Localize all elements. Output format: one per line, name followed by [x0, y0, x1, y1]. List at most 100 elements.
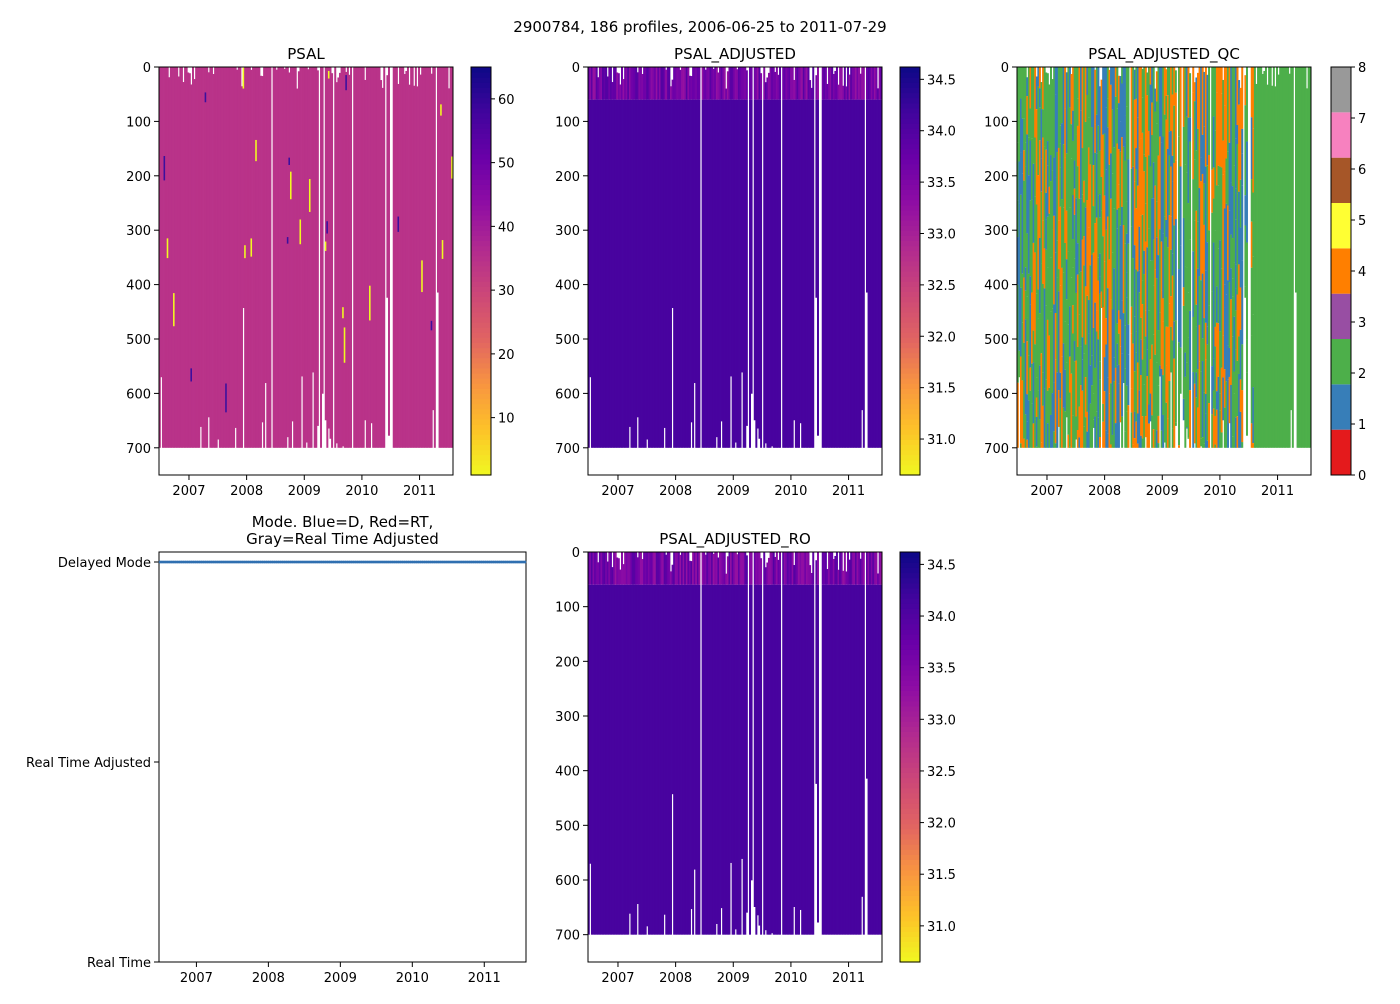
- psal_adjusted_ro-colorbar-step: [900, 603, 920, 609]
- psal_adjusted_ro-colorbar-step: [900, 701, 920, 707]
- psal_adjusted-colorbar-step: [900, 195, 920, 201]
- psal_adjusted_ro-colorbar-step: [900, 608, 920, 614]
- psal_adjusted_ro-colorbar-step: [900, 778, 920, 784]
- psal_adjusted_qc-profile-segment: [1175, 70, 1177, 92]
- psal_adjusted_ro-colorbar-step: [900, 731, 920, 737]
- psal_adjusted-colorbar-step: [900, 179, 920, 185]
- psal_adjusted_ro-colorbar-step: [900, 865, 920, 871]
- psal_adjusted_qc-profile-segment: [1180, 246, 1182, 348]
- psal_adjusted_qc-colorbar-label: 1: [1358, 418, 1366, 433]
- psal_adjusted-profile: [746, 100, 748, 426]
- psal_adjusted-colorbar-step: [900, 276, 920, 282]
- psal_adjusted_qc-xtick-label: 2009: [1146, 484, 1179, 499]
- psal-colorbar-step: [471, 251, 491, 257]
- psal_adjusted_ro-colorbar-step: [900, 819, 920, 825]
- psal_adjusted_ro-colorbar-step: [900, 921, 920, 927]
- psal-colorbar-step: [471, 93, 491, 99]
- psal_adjusted-colorbar-step: [900, 189, 920, 195]
- psal_adjusted-ytick-label: 300: [555, 224, 580, 239]
- psal_adjusted_ro-colorbar-step: [900, 931, 920, 937]
- psal_adjusted_qc-profile-segment: [1241, 153, 1243, 185]
- psal_adjusted_ro-colorbar-step: [900, 906, 920, 912]
- psal_adjusted-colorbar-step: [900, 184, 920, 190]
- psal_adjusted_ro-colorbar-label: 34.5: [927, 558, 956, 573]
- psal_adjusted-colorbar-label: 34.5: [927, 73, 956, 88]
- psal_adjusted-colorbar-step: [900, 358, 920, 364]
- psal_adjusted-colorbar-step: [900, 353, 920, 359]
- psal_adjusted_ro-colorbar-step: [900, 824, 920, 830]
- psal_adjusted-colorbar-step: [900, 460, 920, 466]
- psal_adjusted-colorbar-step: [900, 419, 920, 425]
- psal_adjusted_ro-colorbar-label: 32.5: [927, 765, 956, 780]
- psal_adjusted-colorbar-label: 34.0: [927, 125, 956, 140]
- psal-colorbar-step: [471, 291, 491, 297]
- psal_adjusted-colorbar-step: [900, 393, 920, 399]
- psal_adjusted_qc-colorbar-label: 2: [1358, 367, 1366, 382]
- psal-colorbar-step: [471, 317, 491, 323]
- psal-colorbar-step: [471, 404, 491, 410]
- psal-profile: [269, 67, 271, 448]
- psal-colorbar-step: [471, 378, 491, 384]
- psal_adjusted-colorbar-step: [900, 399, 920, 405]
- psal_adjusted-profile-surface: [812, 67, 814, 100]
- psal_adjusted_qc-profile-segment: [1189, 73, 1191, 117]
- psal_adjusted_ro-colorbar-step: [900, 706, 920, 712]
- psal_adjusted-colorbar-step: [900, 87, 920, 93]
- psal_adjusted_ro-colorbar-step: [900, 772, 920, 778]
- psal_adjusted_qc-profile-segment: [1121, 417, 1123, 448]
- psal_adjusted-colorbar-step: [900, 240, 920, 246]
- psal-colorbar-step: [471, 450, 491, 456]
- psal_adjusted_qc-profile-segment: [1169, 381, 1171, 448]
- psal_adjusted_qc-ytick-label: 100: [984, 115, 1009, 130]
- psal_adjusted_ro-colorbar-step: [900, 875, 920, 881]
- psal_adjusted_qc-profile-segment: [1241, 67, 1243, 129]
- psal-colorbar-step: [471, 169, 491, 175]
- psal_adjusted-colorbar-step: [900, 388, 920, 394]
- psal_adjusted_qc-profile-segment: [1208, 306, 1210, 403]
- psal-colorbar-step: [471, 393, 491, 399]
- mode-ytick-label: Delayed Mode: [58, 556, 151, 571]
- psal_adjusted_qc-profile-segment: [1241, 129, 1243, 153]
- psal_adjusted_ro-colorbar-step: [900, 747, 920, 753]
- psal_adjusted_qc-ytick-label: 700: [984, 442, 1009, 457]
- psal-colorbar-step: [471, 240, 491, 246]
- psal_adjusted_ro-colorbar-step: [900, 829, 920, 835]
- psal_adjusted_ro-colorbar-step: [900, 726, 920, 732]
- psal_adjusted-profile: [817, 100, 819, 436]
- psal_adjusted-colorbar-step: [900, 363, 920, 369]
- psal_adjusted_ro-colorbar-step: [900, 952, 920, 958]
- psal-colorbar-step: [471, 200, 491, 206]
- psal_adjusted_ro-xtick-label: 2010: [774, 971, 807, 986]
- psal_adjusted_qc-colorbar-label: 6: [1358, 163, 1366, 178]
- psal_adjusted-xtick-label: 2010: [774, 484, 807, 499]
- psal_adjusted_ro-colorbar-step: [900, 660, 920, 666]
- psal_adjusted_ro-profile: [760, 585, 762, 935]
- psal_adjusted_qc-colorbar-label: 0: [1358, 469, 1366, 484]
- mode-xtick-label: 2008: [252, 971, 285, 986]
- psal_adjusted-profile-surface: [698, 67, 700, 100]
- psal_adjusted-xtick-label: 2009: [717, 484, 750, 499]
- psal_adjusted-xtick-label: 2011: [832, 484, 865, 499]
- psal_adjusted-colorbar-label: 32.5: [927, 279, 956, 294]
- psal-colorbar-step: [471, 184, 491, 190]
- psal_adjusted-colorbar-step: [900, 149, 920, 155]
- psal-colorbar-label: 40: [498, 220, 515, 235]
- psal_adjusted-profile-surface: [746, 70, 748, 99]
- psal_adjusted-colorbar-step: [900, 439, 920, 445]
- psal-colorbar-step: [471, 434, 491, 440]
- psal_adjusted-ytick-label: 600: [555, 387, 580, 402]
- psal_adjusted_ro-profile-surface: [751, 552, 753, 585]
- psal_adjusted-colorbar-step: [900, 113, 920, 119]
- psal_adjusted_qc-ytick-label: 600: [984, 387, 1009, 402]
- psal_adjusted_ro-colorbar-step: [900, 721, 920, 727]
- psal_adjusted-colorbar-step: [900, 383, 920, 389]
- psal_adjusted-colorbar-step: [900, 297, 920, 303]
- psal_adjusted-colorbar-step: [900, 128, 920, 134]
- psal_adjusted_ro-profile: [863, 585, 865, 935]
- psal_adjusted_qc-colorbar-band: [1331, 384, 1351, 429]
- psal-colorbar-step: [471, 322, 491, 328]
- psal_adjusted_qc-profile-segment: [1175, 93, 1177, 160]
- psal_adjusted_ro-colorbar-step: [900, 844, 920, 850]
